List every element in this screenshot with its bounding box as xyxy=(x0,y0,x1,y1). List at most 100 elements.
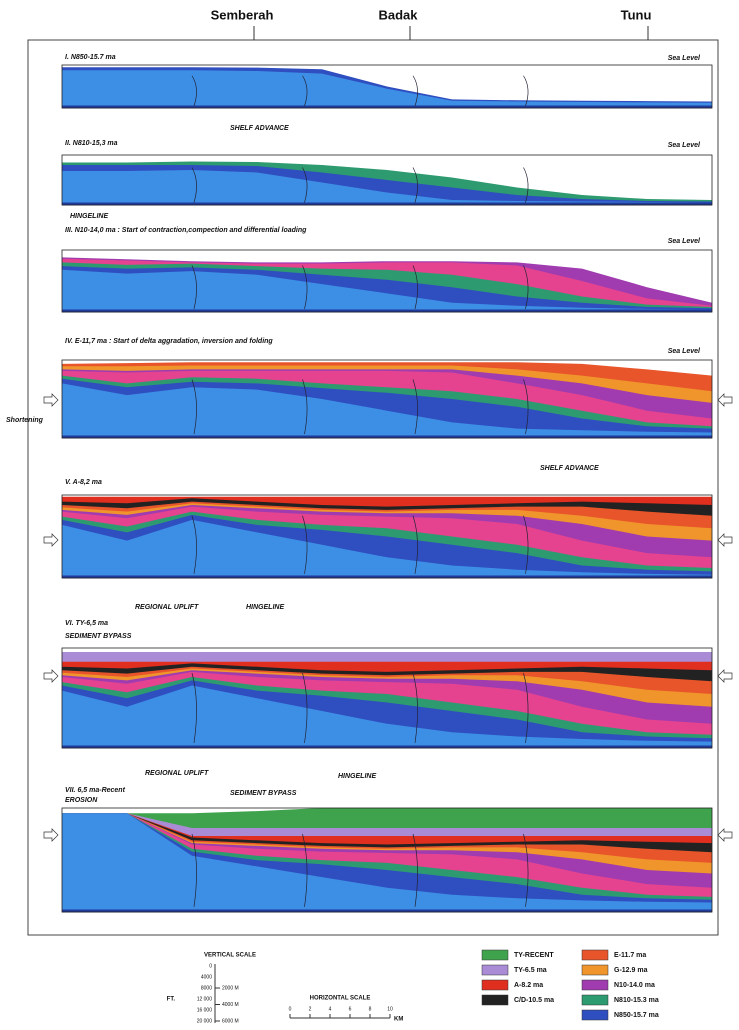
panel-note: Sea Level xyxy=(668,348,701,355)
scale-title: HORIZONTAL SCALE xyxy=(310,996,371,1002)
stratum xyxy=(62,70,712,108)
legend-swatch xyxy=(481,979,509,991)
legend-label: A-8.2 ma xyxy=(514,982,543,989)
fault xyxy=(523,672,529,744)
scale-meters: 4000 M xyxy=(222,1002,239,1008)
fault xyxy=(412,515,418,574)
legend-label: C/D-10.5 ma xyxy=(514,997,554,1004)
fault xyxy=(191,265,197,309)
panel-note: HINGELINE xyxy=(338,773,376,780)
panel-frame xyxy=(61,249,713,313)
panel-title: VI. TY-6,5 ma xyxy=(65,620,108,627)
legend-swatch xyxy=(581,964,609,976)
panel-note: SEDIMENT BYPASS xyxy=(230,790,297,797)
panel-note: HINGELINE xyxy=(70,213,108,220)
fault xyxy=(302,167,308,203)
section-panel xyxy=(61,359,713,439)
scale-tick-label: 2 xyxy=(309,1006,312,1012)
figure-frame xyxy=(27,39,719,936)
fault xyxy=(523,833,529,907)
section-panel xyxy=(61,647,713,749)
fault xyxy=(191,672,197,744)
section-panel xyxy=(61,249,713,313)
fault xyxy=(523,265,529,309)
section-panel xyxy=(61,154,713,206)
fault xyxy=(191,379,197,435)
panel-title: IV. E-11,7 ma : Start of delta aggradati… xyxy=(65,338,273,345)
fault xyxy=(302,672,308,744)
legend-swatch xyxy=(481,994,509,1006)
scale-tick-label: 0 xyxy=(289,1006,292,1012)
fault xyxy=(302,265,308,309)
panel-title: VII. 6,5 ma-Recent xyxy=(65,787,126,794)
legend-swatch xyxy=(481,964,509,976)
panel-frame xyxy=(61,807,713,913)
stratum xyxy=(62,383,712,438)
scale-tick-label: 4 xyxy=(329,1006,332,1012)
arrow-in xyxy=(717,669,733,683)
panel-note: SHELF ADVANCE xyxy=(230,125,289,132)
arrow-in xyxy=(43,828,59,842)
panel-note: SEDIMENT BYPASS xyxy=(65,633,132,640)
fault xyxy=(412,379,418,435)
location-label: Tunu xyxy=(621,7,652,22)
panel-note: REGIONAL UPLIFT xyxy=(135,604,199,611)
panel-note: Sea Level xyxy=(668,55,701,62)
legend-swatch xyxy=(581,994,609,1006)
section-panel xyxy=(61,807,713,913)
panel-frame xyxy=(61,154,713,206)
fault xyxy=(302,833,308,907)
stratum xyxy=(62,519,712,578)
scale-meters: 6000 M xyxy=(222,1018,239,1024)
stratum xyxy=(62,685,712,748)
scale-feet: 20 000 xyxy=(197,1018,213,1024)
panel-title: V. A-8,2 ma xyxy=(65,479,102,486)
legend-label: G-12.9 ma xyxy=(614,967,648,974)
fault xyxy=(191,75,197,106)
legend-swatch xyxy=(581,1009,609,1021)
panel-note: HINGELINE xyxy=(246,604,284,611)
legend-swatch xyxy=(581,979,609,991)
panel-title: I. N850-15.7 ma xyxy=(65,54,116,61)
legend-label: N810-15.3 ma xyxy=(614,997,659,1004)
stratum xyxy=(62,170,712,205)
panel-frame xyxy=(61,494,713,579)
fault xyxy=(191,833,197,907)
fault xyxy=(191,167,197,203)
scale-feet: 16 000 xyxy=(197,1007,213,1013)
fault xyxy=(302,75,308,106)
fault xyxy=(523,75,529,106)
location-label: Badak xyxy=(378,7,418,22)
panel-note: Sea Level xyxy=(668,142,701,149)
fault xyxy=(191,515,197,574)
legend-label: N10-14.0 ma xyxy=(614,982,655,989)
scale-meters: 2000 M xyxy=(222,985,239,991)
arrow-in xyxy=(717,393,733,407)
scale-tick-label: 10 xyxy=(387,1006,393,1012)
legend-label: E-11.7 ma xyxy=(614,952,646,959)
legend-label: TY-RECENT xyxy=(514,952,554,959)
panel-note: Sea Level xyxy=(668,238,701,245)
fault xyxy=(412,265,418,309)
fault xyxy=(523,167,529,203)
fault xyxy=(412,833,418,907)
panel-note: REGIONAL UPLIFT xyxy=(145,770,209,777)
scale-tick-label: 8 xyxy=(369,1006,372,1012)
scale-unit: KM xyxy=(394,1017,403,1023)
scale-feet: 12 000 xyxy=(197,996,213,1002)
arrow-in xyxy=(43,393,59,407)
fault xyxy=(302,379,308,435)
panel-note: SHELF ADVANCE xyxy=(540,465,599,472)
legend-swatch xyxy=(481,949,509,961)
scale-tick-label: 6 xyxy=(349,1006,352,1012)
panel-frame xyxy=(61,647,713,749)
panel-frame xyxy=(61,359,713,439)
fault xyxy=(412,672,418,744)
fault xyxy=(523,379,529,435)
stratum xyxy=(62,813,712,912)
arrow-in xyxy=(717,533,733,547)
stratum xyxy=(62,269,712,312)
scale-unit: FT. xyxy=(167,997,176,1003)
scale-feet: 4000 xyxy=(201,974,212,980)
scale-feet: 8000 xyxy=(201,985,212,991)
